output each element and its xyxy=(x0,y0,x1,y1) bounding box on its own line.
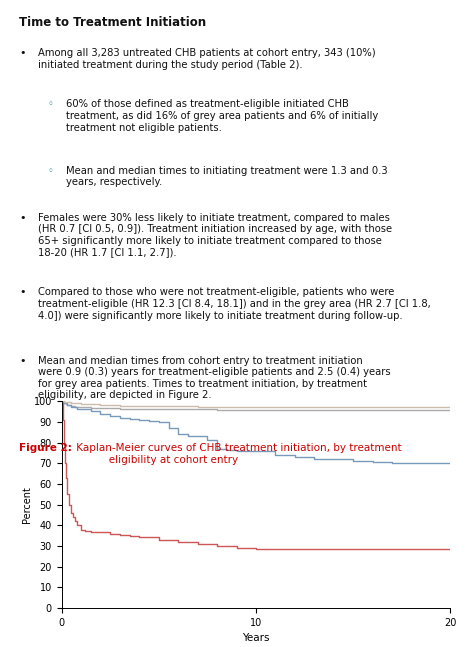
Text: •: • xyxy=(19,213,26,223)
Text: Time to Treatment Initiation: Time to Treatment Initiation xyxy=(19,16,206,29)
Text: ◦: ◦ xyxy=(47,166,53,175)
Text: Mean and median times to initiating treatment were 1.3 and 0.3
years, respective: Mean and median times to initiating trea… xyxy=(66,166,388,187)
Text: •: • xyxy=(19,49,26,58)
Text: Mean and median times from cohort entry to treatment initiation
were 0.9 (0.3) y: Mean and median times from cohort entry … xyxy=(38,356,391,400)
Text: Among all 3,283 untreated CHB patients at cohort entry, 343 (10%)
initiated trea: Among all 3,283 untreated CHB patients a… xyxy=(38,49,375,70)
Text: •: • xyxy=(19,356,26,366)
Text: Figure 2:: Figure 2: xyxy=(19,443,72,453)
Text: Kaplan-Meier curves of CHB treatment initiation, by treatment
           eligibi: Kaplan-Meier curves of CHB treatment ini… xyxy=(73,443,402,465)
Text: ◦: ◦ xyxy=(47,100,53,109)
Text: Females were 30% less likely to initiate treatment, compared to males
(HR 0.7 [C: Females were 30% less likely to initiate… xyxy=(38,213,392,258)
Y-axis label: Percent: Percent xyxy=(22,487,32,523)
Text: 60% of those defined as treatment-eligible initiated CHB
treatment, as did 16% o: 60% of those defined as treatment-eligib… xyxy=(66,100,379,133)
Text: Compared to those who were not treatment-eligible, patients who were
treatment-e: Compared to those who were not treatment… xyxy=(38,287,431,320)
Text: •: • xyxy=(19,287,26,298)
X-axis label: Years: Years xyxy=(242,633,270,644)
